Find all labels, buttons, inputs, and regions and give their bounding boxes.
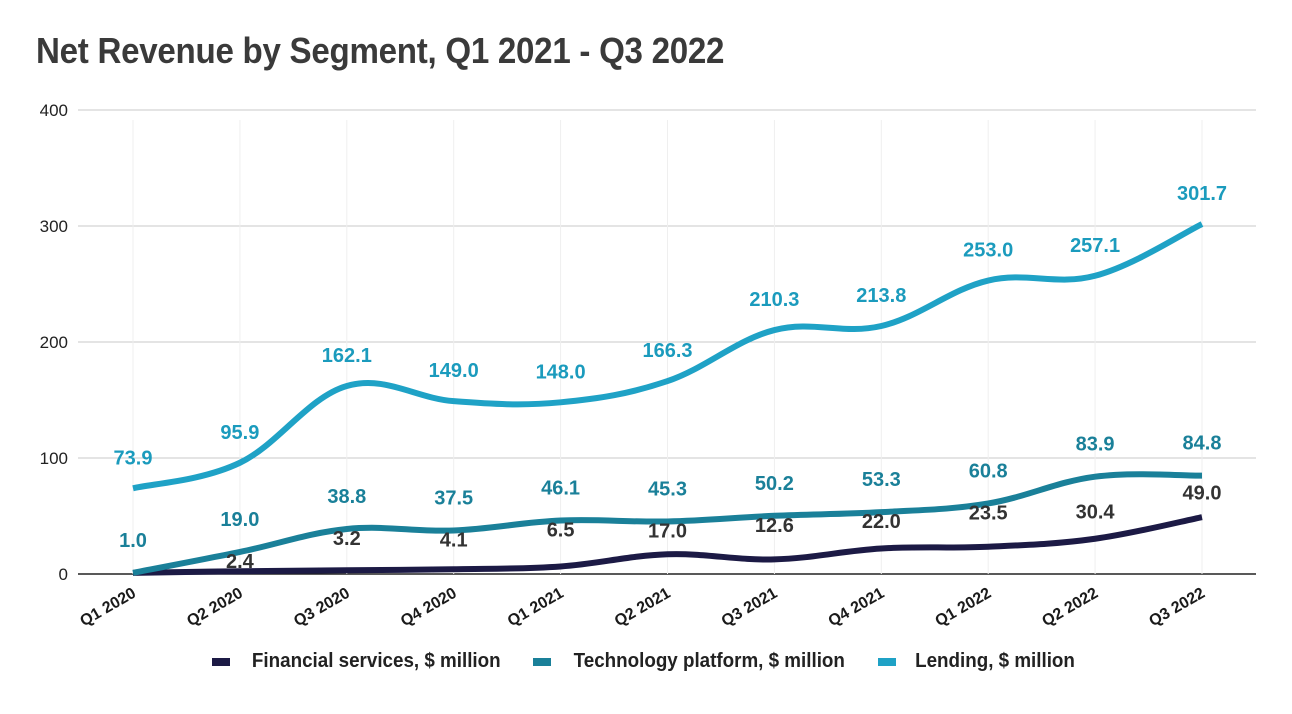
x-tick-label: Q1 2021 [505, 585, 567, 630]
x-tick-label: Q2 2020 [184, 585, 246, 630]
data-label-lending: 257.1 [1070, 235, 1120, 257]
legend: Financial services, $ million Technology … [0, 650, 1292, 673]
data-label-technology-platform: 1.0 [119, 530, 147, 552]
data-label-technology-platform: 83.9 [1076, 434, 1115, 456]
x-tick-label: Q3 2020 [291, 585, 353, 630]
data-label-financial-services: 4.1 [440, 530, 468, 552]
gridlines [78, 109, 1256, 575]
x-tick-label: Q2 2022 [1039, 585, 1101, 630]
data-label-financial-services: 2.4 [226, 551, 255, 573]
x-tick-label: Q4 2020 [398, 585, 460, 630]
line-lending [132, 221, 1204, 492]
data-label-financial-services: 30.4 [1076, 502, 1116, 524]
data-label-technology-platform: 60.8 [969, 460, 1008, 482]
x-tick-label: Q3 2022 [1146, 585, 1208, 630]
data-label-lending: 213.8 [856, 285, 906, 307]
data-label-lending: 253.0 [963, 240, 1013, 262]
data-label-technology-platform: 37.5 [434, 488, 473, 510]
x-axis-ticks: Q1 2020 Q2 2020 Q3 2020 Q4 2020 Q1 2021 Q2 20… [77, 585, 1208, 630]
data-label-lending: 162.1 [322, 345, 372, 367]
x-tick-label: Q3 2021 [719, 585, 781, 630]
legend-label: Financial services, $ million [252, 650, 502, 672]
y-tick-label: 0 [59, 565, 68, 584]
data-labels: 73.9 95.9 162.1 149.0 148.0 166.3 210.3 213.8 25… [114, 183, 1228, 573]
data-label-lending: 149.0 [429, 360, 479, 382]
data-label-financial-services: 3.2 [333, 528, 361, 550]
data-label-financial-services: 12.6 [755, 515, 794, 537]
data-label-technology-platform: 45.3 [648, 478, 687, 500]
y-tick-label: 400 [40, 101, 68, 120]
data-label-financial-services: 49.0 [1183, 483, 1222, 505]
data-label-lending: 166.3 [642, 340, 692, 362]
series-lines [132, 221, 1204, 576]
data-label-financial-services: 23.5 [969, 502, 1008, 524]
x-tick-label: Q4 2021 [826, 585, 888, 630]
legend-item-lending: Lending, $ million [877, 650, 1080, 673]
legend-label: Technology platform, $ million [573, 650, 845, 672]
y-tick-label: 100 [40, 449, 68, 468]
legend-swatch [212, 657, 231, 666]
legend-item-financial-services: Financial services, $ million [212, 650, 509, 673]
data-label-lending: 95.9 [220, 422, 259, 444]
data-label-technology-platform: 84.8 [1183, 433, 1222, 455]
data-label-technology-platform: 50.2 [755, 473, 794, 495]
data-label-technology-platform: 46.1 [541, 478, 580, 500]
x-tick-label: Q2 2021 [612, 585, 674, 630]
data-label-financial-services: 6.5 [547, 520, 575, 542]
data-label-technology-platform: 38.8 [327, 486, 366, 508]
y-tick-label: 200 [40, 333, 68, 352]
data-label-lending: 148.0 [536, 361, 586, 383]
y-tick-label: 300 [40, 217, 68, 236]
legend-swatch [877, 657, 896, 666]
line-technology-platform [132, 471, 1203, 576]
data-label-technology-platform: 53.3 [862, 469, 901, 491]
legend-item-technology-platform: Technology platform, $ million [533, 650, 854, 673]
chart-title: Net Revenue by Segment, Q1 2021 - Q3 202… [36, 30, 725, 71]
legend-swatch [533, 657, 551, 666]
data-label-lending: 210.3 [749, 289, 799, 311]
data-label-technology-platform: 19.0 [220, 509, 259, 531]
legend-label: Lending, $ million [914, 650, 1075, 672]
data-label-lending: 301.7 [1177, 183, 1227, 205]
data-label-lending: 73.9 [114, 447, 153, 469]
y-axis-ticks: 0 100 200 300 400 [40, 101, 68, 584]
x-tick-label: Q1 2020 [77, 585, 139, 630]
line-financial-services [132, 514, 1203, 576]
data-label-financial-services: 22.0 [862, 511, 901, 533]
x-tick-label: Q1 2022 [933, 585, 995, 630]
data-label-financial-services: 17.0 [648, 520, 687, 542]
